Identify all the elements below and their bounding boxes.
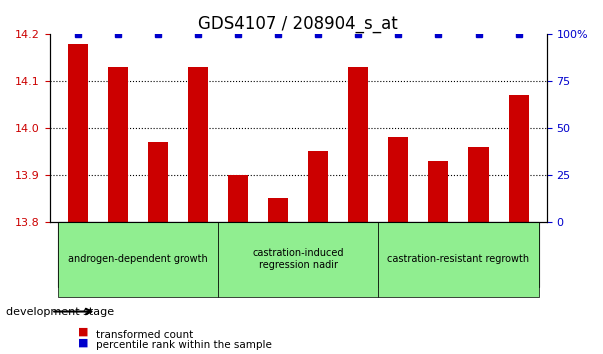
Text: androgen-dependent growth: androgen-dependent growth — [68, 254, 207, 264]
Bar — [258, 222, 298, 287]
Text: GSM544238: GSM544238 — [429, 225, 438, 280]
Text: GSM544231: GSM544231 — [149, 225, 158, 280]
Bar — [298, 222, 338, 287]
Bar — [268, 198, 288, 222]
Bar — [458, 222, 499, 287]
Bar — [388, 137, 408, 222]
Bar — [137, 222, 178, 287]
Bar — [469, 147, 488, 222]
Bar — [428, 161, 449, 222]
Bar — [148, 142, 168, 222]
Bar — [58, 222, 98, 287]
Bar — [348, 67, 368, 222]
Bar — [378, 222, 418, 287]
Text: ■: ■ — [78, 337, 89, 347]
Bar — [58, 222, 538, 287]
Title: GDS4107 / 208904_s_at: GDS4107 / 208904_s_at — [198, 15, 398, 33]
Bar — [58, 222, 218, 297]
Bar — [508, 95, 529, 222]
Bar — [499, 222, 538, 287]
Text: GSM544230: GSM544230 — [109, 225, 118, 280]
Text: percentile rank within the sample: percentile rank within the sample — [96, 340, 273, 350]
Bar — [228, 175, 248, 222]
Bar — [418, 222, 458, 287]
Bar — [218, 222, 258, 287]
Bar — [338, 222, 378, 287]
Bar — [68, 44, 87, 222]
Bar — [178, 222, 218, 287]
Bar — [378, 222, 538, 297]
Text: GSM544235: GSM544235 — [309, 225, 318, 280]
Bar — [108, 67, 128, 222]
Bar — [98, 222, 137, 287]
Text: transformed count: transformed count — [96, 330, 194, 339]
Text: GSM544240: GSM544240 — [510, 225, 519, 280]
Text: castration-resistant regrowth: castration-resistant regrowth — [387, 254, 529, 264]
Text: development stage: development stage — [6, 307, 114, 316]
Text: castration-induced
regression nadir: castration-induced regression nadir — [253, 248, 344, 270]
Text: GSM544233: GSM544233 — [229, 225, 238, 280]
Text: GSM544234: GSM544234 — [269, 225, 278, 280]
Bar — [188, 67, 208, 222]
Text: GSM544232: GSM544232 — [189, 225, 198, 280]
Text: GSM544239: GSM544239 — [470, 225, 479, 280]
Text: GSM544229: GSM544229 — [69, 225, 78, 280]
Text: ■: ■ — [78, 326, 89, 337]
Bar — [218, 222, 378, 297]
Text: GSM544237: GSM544237 — [390, 225, 399, 280]
Bar — [308, 152, 328, 222]
Text: GSM544236: GSM544236 — [349, 225, 358, 280]
